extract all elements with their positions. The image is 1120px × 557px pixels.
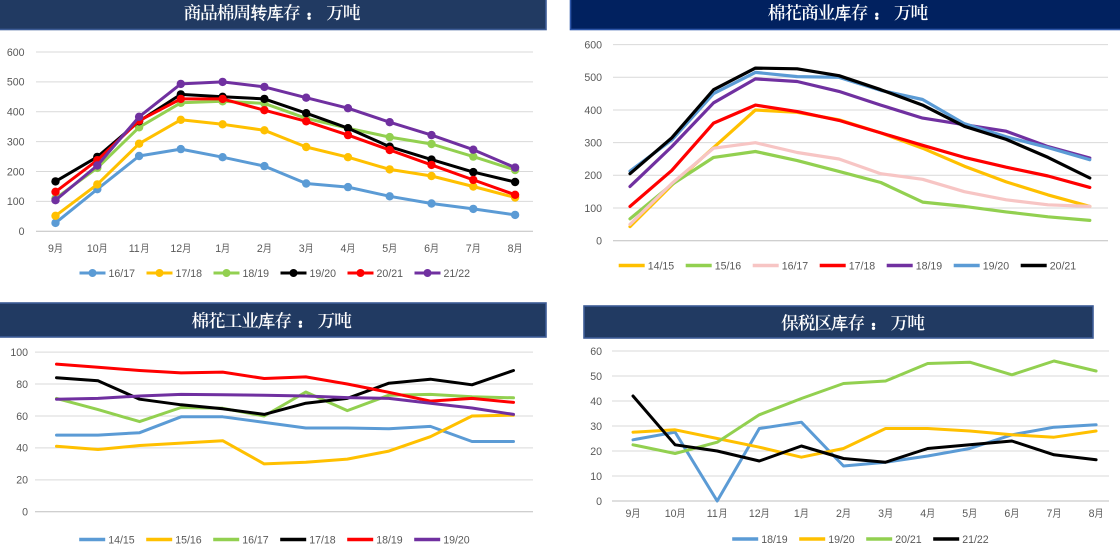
svg-text:10: 10: [87, 243, 99, 255]
svg-text:9: 9: [626, 508, 632, 520]
svg-text:40: 40: [16, 443, 28, 455]
svg-text:1: 1: [215, 243, 221, 255]
svg-text:2: 2: [257, 243, 263, 255]
svg-text:18/19: 18/19: [376, 534, 403, 546]
svg-text:300: 300: [7, 136, 25, 148]
svg-text:3: 3: [299, 243, 305, 255]
svg-text:400: 400: [7, 107, 25, 119]
svg-text:1: 1: [794, 508, 800, 520]
svg-text:18/19: 18/19: [761, 534, 788, 546]
svg-text:17/18: 17/18: [176, 268, 203, 280]
svg-text:19/20: 19/20: [983, 260, 1010, 272]
svg-text:2: 2: [836, 508, 842, 520]
svg-text:100: 100: [7, 196, 25, 208]
svg-text:7: 7: [466, 243, 472, 255]
svg-text:15/16: 15/16: [175, 534, 202, 546]
svg-text:18/19: 18/19: [243, 268, 270, 280]
svg-text:100: 100: [584, 203, 602, 215]
svg-text:4: 4: [920, 508, 926, 520]
svg-text:200: 200: [7, 166, 25, 178]
svg-text:10: 10: [665, 508, 677, 520]
svg-text:21/22: 21/22: [444, 268, 471, 280]
svg-text:500: 500: [7, 77, 25, 89]
svg-text:100: 100: [10, 347, 28, 359]
svg-text:20: 20: [16, 475, 28, 487]
svg-text:0: 0: [596, 236, 602, 248]
svg-text:8: 8: [1089, 508, 1095, 520]
svg-text:600: 600: [7, 47, 25, 59]
svg-text:4: 4: [341, 243, 347, 255]
svg-text:20/21: 20/21: [1050, 260, 1077, 272]
svg-text:20/21: 20/21: [377, 268, 404, 280]
svg-text:20/21: 20/21: [895, 534, 922, 546]
svg-text:11: 11: [129, 243, 140, 255]
svg-text:18/19: 18/19: [916, 260, 943, 272]
svg-text:6: 6: [1004, 508, 1010, 520]
svg-text:30: 30: [590, 421, 602, 433]
svg-text:60: 60: [590, 346, 602, 358]
svg-text:19/20: 19/20: [443, 534, 470, 546]
svg-text:10: 10: [590, 471, 602, 483]
svg-text:300: 300: [584, 137, 602, 149]
svg-text:50: 50: [590, 371, 602, 383]
svg-text:16/17: 16/17: [782, 260, 809, 272]
svg-text:600: 600: [584, 39, 602, 51]
svg-text:20: 20: [590, 446, 602, 458]
svg-text:19/20: 19/20: [828, 534, 855, 546]
svg-text:6: 6: [424, 243, 430, 255]
svg-text:3: 3: [878, 508, 884, 520]
svg-text:19/20: 19/20: [310, 268, 337, 280]
svg-text:200: 200: [584, 170, 602, 182]
svg-text:40: 40: [590, 396, 602, 408]
svg-text:17/18: 17/18: [309, 534, 336, 546]
svg-text:80: 80: [16, 379, 28, 391]
svg-text:500: 500: [584, 72, 602, 84]
svg-text:9: 9: [48, 243, 54, 255]
svg-text:14/15: 14/15: [108, 534, 135, 546]
svg-text:400: 400: [584, 105, 602, 117]
svg-text:12: 12: [749, 508, 761, 520]
svg-text:21/22: 21/22: [962, 534, 989, 546]
svg-text:12: 12: [170, 243, 182, 255]
svg-text:15/16: 15/16: [715, 260, 742, 272]
svg-text:0: 0: [596, 496, 602, 508]
svg-text:5: 5: [962, 508, 968, 520]
svg-text:16/17: 16/17: [242, 534, 269, 546]
svg-text:16/17: 16/17: [109, 268, 136, 280]
svg-text:14/15: 14/15: [648, 260, 675, 272]
svg-text:11: 11: [707, 508, 718, 520]
svg-text:17/18: 17/18: [849, 260, 876, 272]
svg-text:7: 7: [1047, 508, 1053, 520]
svg-text:0: 0: [19, 226, 25, 238]
svg-text:0: 0: [22, 507, 28, 519]
svg-text:5: 5: [382, 243, 388, 255]
svg-text:8: 8: [508, 243, 514, 255]
svg-text:60: 60: [16, 411, 28, 423]
